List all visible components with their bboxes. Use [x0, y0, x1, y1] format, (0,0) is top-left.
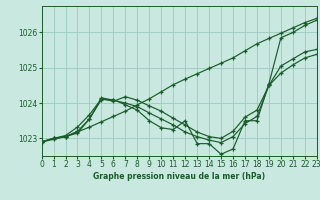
X-axis label: Graphe pression niveau de la mer (hPa): Graphe pression niveau de la mer (hPa)	[93, 172, 265, 181]
